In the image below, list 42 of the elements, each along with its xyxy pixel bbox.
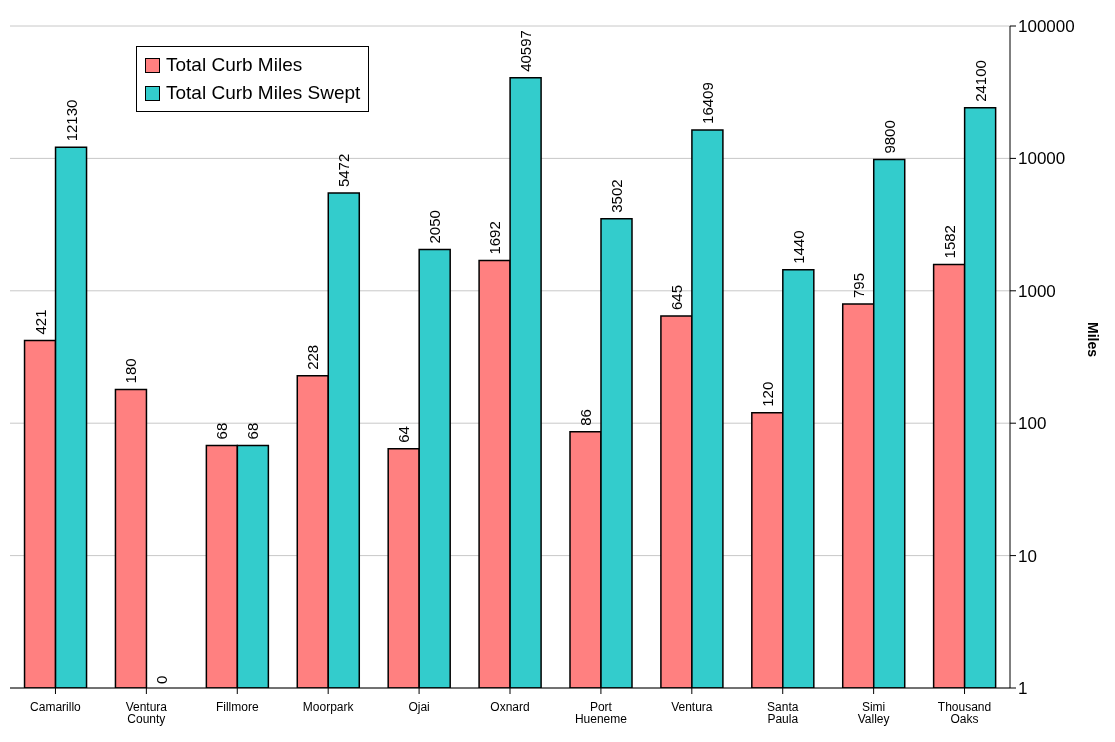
legend-label: Total Curb Miles Swept [166,81,361,105]
data-label: 1582 [940,225,958,259]
x-tick-label: Ventura [671,699,713,714]
legend-label: Total Curb Miles [166,53,303,77]
x-tick-label: Simi Valley [857,699,890,726]
data-label: 3502 [608,179,625,213]
y-tick-label: 1 [1018,679,1028,699]
x-tick-label: Camarillo [30,699,82,714]
data-label: 5472 [335,153,353,188]
y-tick-label: 10000 [1018,149,1066,169]
y-axis-title: Miles [1085,321,1102,358]
x-tick-label: Port Hueneme [574,699,628,726]
data-label: 12130 [62,99,80,142]
x-tick-label: Ventura County [125,699,168,726]
x-tick-label: Fillmore [215,699,259,714]
data-label: 16409 [698,82,716,124]
data-label: 1440 [789,230,807,264]
data-label: 9800 [880,120,898,154]
data-label: 180 [122,358,140,384]
data-label: 68 [213,422,231,440]
x-tick-label: Santa Paula [767,699,799,726]
y-tick-label: 100000 [1018,17,1075,37]
data-label: 1692 [486,221,504,255]
data-label: 421 [31,309,49,335]
y-tick-label: 100 [1018,414,1047,434]
y-tick-label: 10 [1018,546,1037,566]
data-label: 228 [304,344,322,370]
data-label: 40597 [517,30,535,72]
data-label: 120 [758,381,776,407]
data-label: 24100 [971,60,989,102]
data-label: 2050 [426,210,444,244]
data-label: 64 [395,426,413,443]
data-label: 645 [667,284,685,311]
text: 0 [153,675,171,684]
x-tick-label: Thousand Oaks [937,699,992,726]
data-label: 68 [244,422,262,440]
x-tick-label: Moorpark [302,699,355,714]
data-label: 795 [849,272,867,298]
y-tick-label: 1000 [1018,281,1056,301]
data-label: 86 [577,409,594,426]
x-tick-label: Oxnard [490,699,530,714]
x-tick-label: Ojai [408,699,430,714]
